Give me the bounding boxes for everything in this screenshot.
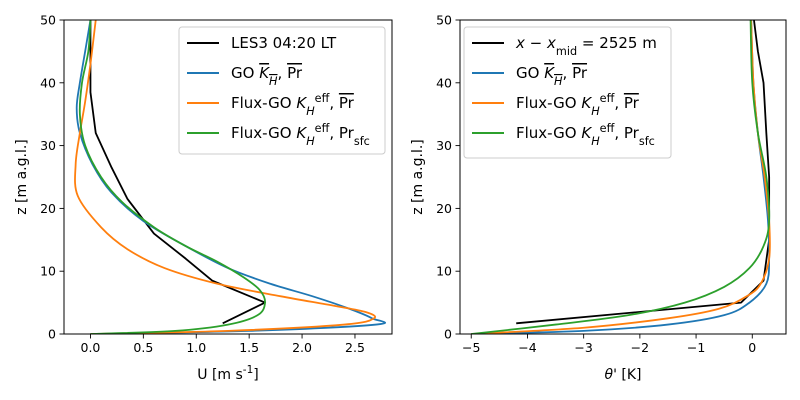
x-tick-label: −5 bbox=[462, 340, 480, 355]
y-tick-label: 50 bbox=[40, 13, 56, 28]
left-panel-u-profile: 0.0 0.5 1.0 1.5 2.0 2.5 0 10 20 30 40 50 U [m s-1] z … bbox=[14, 13, 393, 383]
legend-entry-label: x − xmid = 2525 m bbox=[515, 34, 657, 58]
x-tick-label: 0 bbox=[748, 340, 756, 355]
y-tick-label: 30 bbox=[436, 138, 452, 153]
x-tick-label: 2.5 bbox=[345, 340, 365, 355]
x-tick-label: −2 bbox=[631, 340, 649, 355]
y-tick-label: 30 bbox=[40, 138, 56, 153]
legend-entry-label: Flux-GO KHeff, Prsfc bbox=[231, 122, 370, 148]
series-line-0 bbox=[89, 20, 266, 325]
legend-entry-label: Flux-GO KHeff, Pr bbox=[231, 92, 355, 118]
series-lines bbox=[471, 20, 771, 334]
x-tick-label: 0.5 bbox=[133, 340, 153, 355]
y-axis-label: z [m a.g.l.] bbox=[14, 139, 30, 215]
legend-entry-label: Flux-GO KHeff, Prsfc bbox=[516, 122, 655, 148]
legend-entry-label: GO KH, Pr bbox=[231, 64, 303, 88]
x-tick-label: 0.0 bbox=[81, 340, 101, 355]
y-axis-label: z [m a.g.l.] bbox=[410, 139, 426, 215]
x-tick-label: 1.5 bbox=[239, 340, 259, 355]
y-tick-label: 50 bbox=[436, 13, 452, 28]
x-tick-label: −1 bbox=[687, 340, 705, 355]
y-tick-label: 40 bbox=[40, 75, 56, 90]
right-panel-theta-profile: −5 −4 −3 −2 −1 0 0 10 20 30 40 50 θ' [K] z [m a.g.l.]… bbox=[410, 13, 787, 383]
x-axis-label: θ' [K] bbox=[605, 367, 642, 383]
axes-frame bbox=[459, 19, 787, 335]
y-tick-label: 0 bbox=[444, 327, 452, 342]
y-tick-label: 20 bbox=[436, 201, 452, 216]
x-tick-label: −4 bbox=[518, 340, 536, 355]
series-lines bbox=[74, 20, 386, 334]
legend-entry-label: GO KH, Pr bbox=[516, 64, 588, 88]
y-tick-label: 20 bbox=[40, 201, 56, 216]
y-tick-label: 0 bbox=[48, 327, 56, 342]
legend: x − xmid = 2525 m GO KH, Pr Flux-GO KHeff,… bbox=[463, 26, 672, 159]
x-tick-label: 1.0 bbox=[186, 340, 206, 355]
series-line-3 bbox=[471, 20, 771, 334]
legend-frame bbox=[178, 26, 386, 155]
axes-frame bbox=[63, 19, 393, 335]
legend-entry-label: LES3 04:20 LT bbox=[231, 34, 337, 52]
legend: LES3 04:20 LT GO KH, Pr Flux-GO KHeff, Pr F… bbox=[178, 26, 386, 155]
y-tick-label: 10 bbox=[40, 264, 56, 279]
legend-entry-label: Flux-GO KHeff, Pr bbox=[516, 92, 640, 118]
series-line-3 bbox=[78, 20, 266, 334]
x-axis-label: U [m s-1] bbox=[197, 364, 259, 383]
x-tick-label: 2.0 bbox=[292, 340, 312, 355]
y-tick-label: 40 bbox=[436, 75, 452, 90]
legend-frame bbox=[463, 26, 672, 159]
x-tick-label: −3 bbox=[574, 340, 592, 355]
y-tick-label: 10 bbox=[436, 264, 452, 279]
series-line-1 bbox=[75, 20, 386, 334]
